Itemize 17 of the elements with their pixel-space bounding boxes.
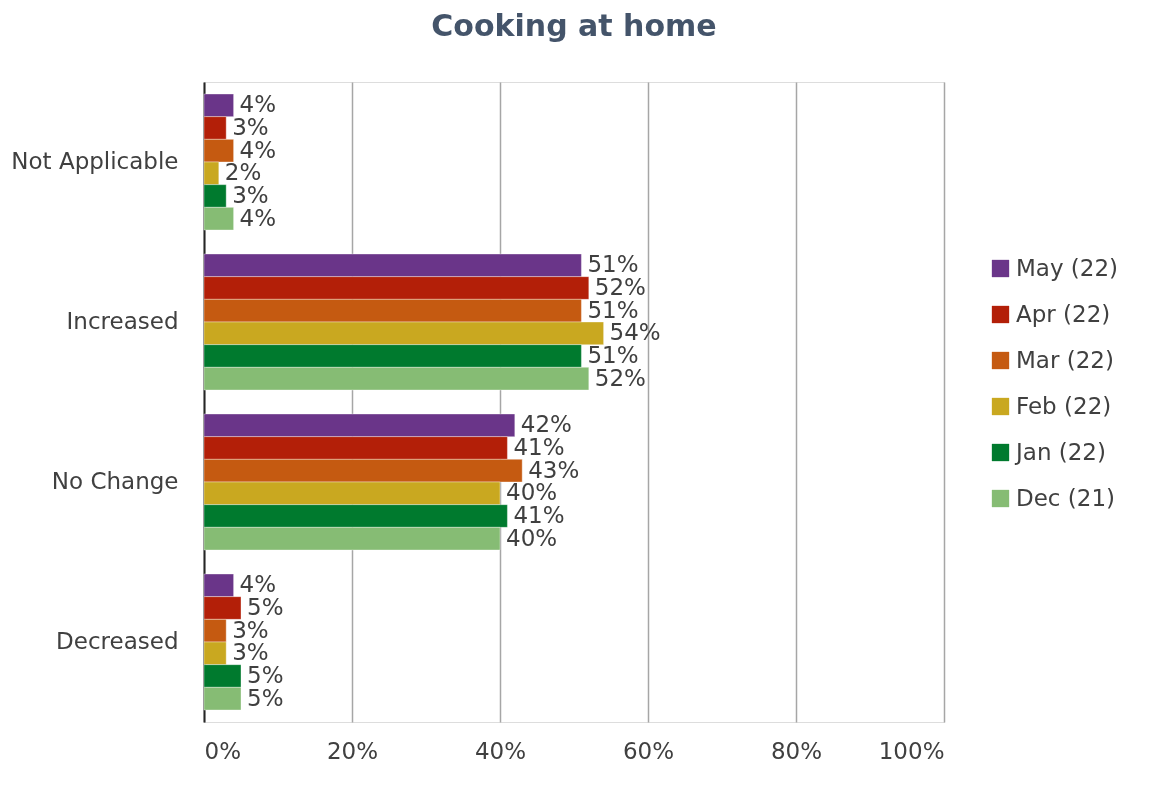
y-tick-label: Decreased <box>56 628 179 654</box>
legend-label: Feb (22) <box>1016 392 1112 419</box>
x-tick-label: 0% <box>204 737 241 764</box>
x-tick-label: 80% <box>770 737 823 764</box>
legend-label: Apr (22) <box>1016 300 1111 327</box>
y-tick-label: No Change <box>51 468 179 494</box>
legend-label: May (22) <box>1016 254 1119 281</box>
chart-title: Cooking at home <box>431 8 717 43</box>
x-tick-label: 60% <box>622 737 675 764</box>
x-tick-label: 40% <box>474 737 527 764</box>
y-tick-label: Increased <box>66 308 179 334</box>
y-tick-label: Not Applicable <box>11 148 179 174</box>
x-tick-label: 20% <box>326 737 379 764</box>
x-tick-label: 100% <box>878 737 945 764</box>
legend-label: Jan (22) <box>1014 438 1106 465</box>
legend-label: Mar (22) <box>1016 346 1114 373</box>
legend-label: Dec (21) <box>1016 484 1116 511</box>
